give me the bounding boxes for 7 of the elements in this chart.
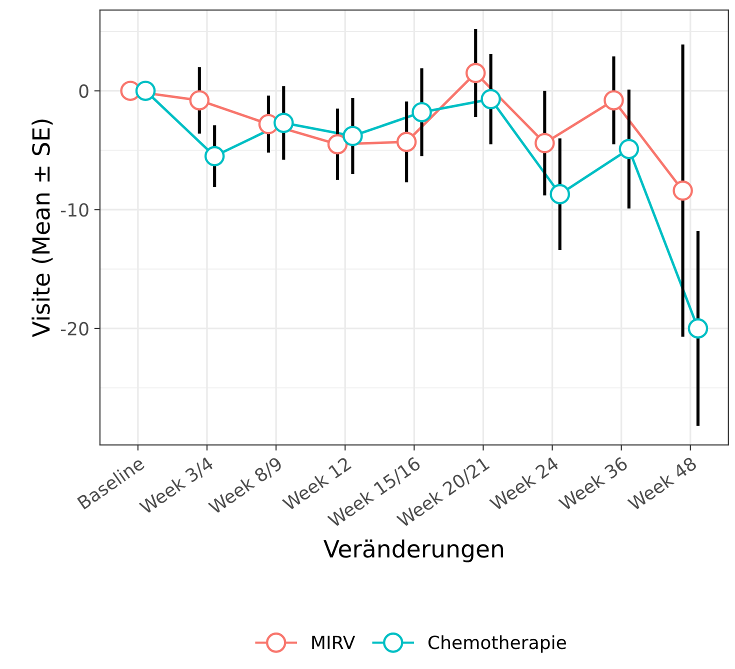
y-tick-label: -20 <box>60 322 88 336</box>
y-axis-title: Visite (Mean ± SE) <box>32 120 53 338</box>
x-axis-title: Veränderungen <box>324 539 503 562</box>
y-tick-label: -10 <box>60 203 88 217</box>
legend-label: MIRV <box>312 636 356 649</box>
legend-label: Chemotherapie <box>428 635 566 653</box>
y-tick-label: 0 <box>79 84 88 98</box>
